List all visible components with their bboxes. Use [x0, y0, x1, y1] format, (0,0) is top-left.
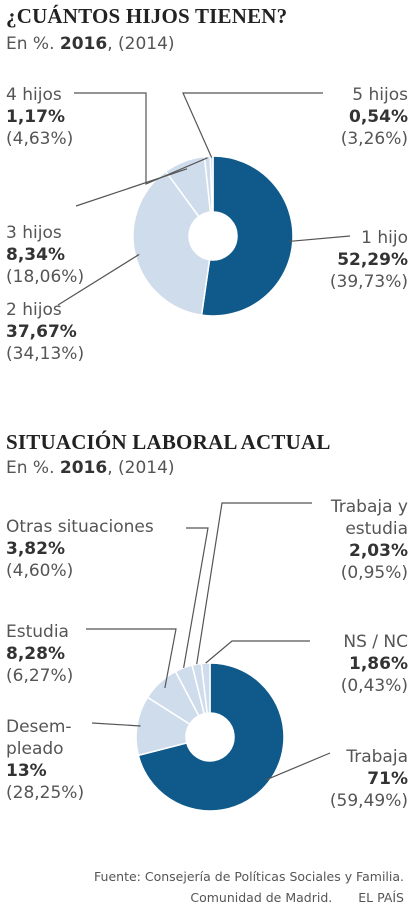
- leader-line-1-hijo: [288, 235, 351, 243]
- source-line-2: Comunidad de Madrid. EL PAÍS: [94, 887, 404, 908]
- label-prev-2-hijos: (34,13%): [6, 344, 84, 364]
- label-name-5-hijos: 5 hijos: [352, 85, 408, 105]
- chart1-subtitle-prefix: En %.: [6, 34, 55, 54]
- leader-line-otras-situaciones: [183, 527, 209, 668]
- label-value-1-hijo: 52,29%: [337, 250, 408, 270]
- label-name-estudia: Estudia: [6, 622, 69, 642]
- label-prev-5-hijos: (3,26%): [341, 129, 408, 149]
- label-value-5-hijos: 0,54%: [349, 107, 408, 127]
- source-line-1: Fuente: Consejería de Políticas Sociales…: [94, 869, 404, 884]
- leader-line-2-hijos: [57, 253, 140, 306]
- chart1-subtitle: En %. 2016, (2014): [6, 34, 175, 54]
- chart2-subtitle-prev: , (2014): [107, 458, 175, 478]
- label-name-trabaja-y-estudia-0: Trabaja y: [330, 497, 408, 517]
- label-value-otras-situaciones: 3,82%: [6, 539, 65, 559]
- label-value-desem-pleado: 13%: [6, 761, 47, 781]
- leader-line-ns-nc: [205, 640, 310, 664]
- slice-trabaja: [137, 662, 285, 812]
- label-name-trabaja-y-estudia-1: estudia: [345, 519, 408, 539]
- label-prev-4-hijos: (4,63%): [6, 129, 73, 149]
- label-prev-estudia: (6,27%): [6, 666, 73, 686]
- label-name-desem-pleado-1: pleado: [6, 739, 64, 759]
- label-name-trabaja: Trabaja: [345, 747, 408, 767]
- label-value-estudia: 8,28%: [6, 644, 65, 664]
- label-value-3-hijos: 8,34%: [6, 245, 65, 265]
- label-prev-otras-situaciones: (4,60%): [6, 561, 73, 581]
- label-value-trabaja-y-estudia: 2,03%: [349, 541, 408, 561]
- label-prev-3-hijos: (18,06%): [6, 267, 84, 287]
- source-footer: Fuente: Consejería de Políticas Sociales…: [94, 866, 404, 908]
- chart2-subtitle-year: 2016: [59, 458, 108, 478]
- slice-1-hijo: [200, 155, 294, 317]
- slice-2-hijos: [132, 170, 211, 317]
- chart2-subtitle-prefix: En %.: [6, 458, 55, 478]
- chart2-title: SITUACIÓN LABORAL ACTUAL: [6, 430, 331, 454]
- chart1-subtitle-year: 2016: [59, 34, 108, 54]
- label-name-2-hijos: 2 hijos: [6, 300, 62, 320]
- label-prev-1-hijo: (39,73%): [330, 272, 408, 292]
- chart1-subtitle-prev: , (2014): [107, 34, 175, 54]
- chart2-subtitle: En %. 2016, (2014): [6, 458, 175, 478]
- leader-line-trabaja: [265, 752, 331, 781]
- label-value-4-hijos: 1,17%: [6, 107, 65, 127]
- label-name-ns-nc: NS / NC: [343, 632, 408, 652]
- label-name-desem-pleado-0: Desem-: [6, 717, 72, 737]
- label-name-3-hijos: 3 hijos: [6, 223, 62, 243]
- label-prev-desem-pleado: (28,25%): [6, 783, 84, 803]
- leader-line-desem-pleado: [91, 722, 141, 727]
- label-name-4-hijos: 4 hijos: [6, 85, 62, 105]
- leader-line-estudia: [86, 628, 177, 689]
- label-prev-trabaja: (59,49%): [330, 791, 408, 811]
- source-line-2-text: Comunidad de Madrid.: [190, 890, 333, 905]
- leader-line-5-hijos: [182, 92, 323, 158]
- label-prev-trabaja-y-estudia: (0,95%): [341, 563, 408, 583]
- leader-line-4-hijos: [74, 92, 208, 185]
- label-value-2-hijos: 37,67%: [6, 322, 77, 342]
- label-value-trabaja: 71%: [367, 769, 408, 789]
- chart1-title: ¿CUÁNTOS HIJOS TIENEN?: [6, 4, 288, 28]
- brand-credit: EL PAÍS: [358, 890, 404, 905]
- label-value-ns-nc: 1,86%: [349, 654, 408, 674]
- slice-ns-nc: [200, 662, 211, 714]
- label-prev-ns-nc: (0,43%): [341, 676, 408, 696]
- label-name-otras-situaciones: Otras situaciones: [6, 517, 154, 537]
- leader-line-trabaja-y-estudia: [196, 502, 312, 665]
- label-name-1-hijo: 1 hijo: [361, 228, 408, 248]
